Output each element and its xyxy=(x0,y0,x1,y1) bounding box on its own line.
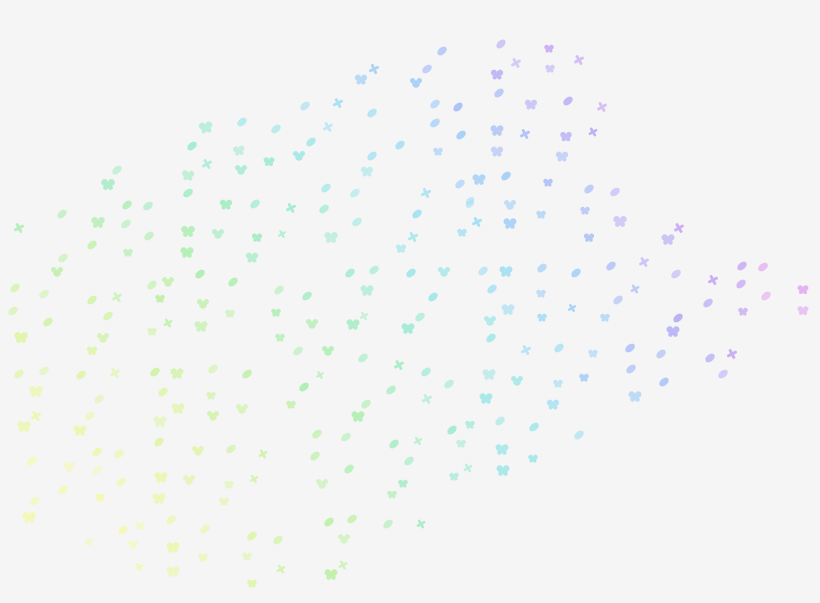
background-fill xyxy=(0,0,820,603)
pattern-canvas xyxy=(0,0,820,603)
pattern-background xyxy=(0,0,820,603)
